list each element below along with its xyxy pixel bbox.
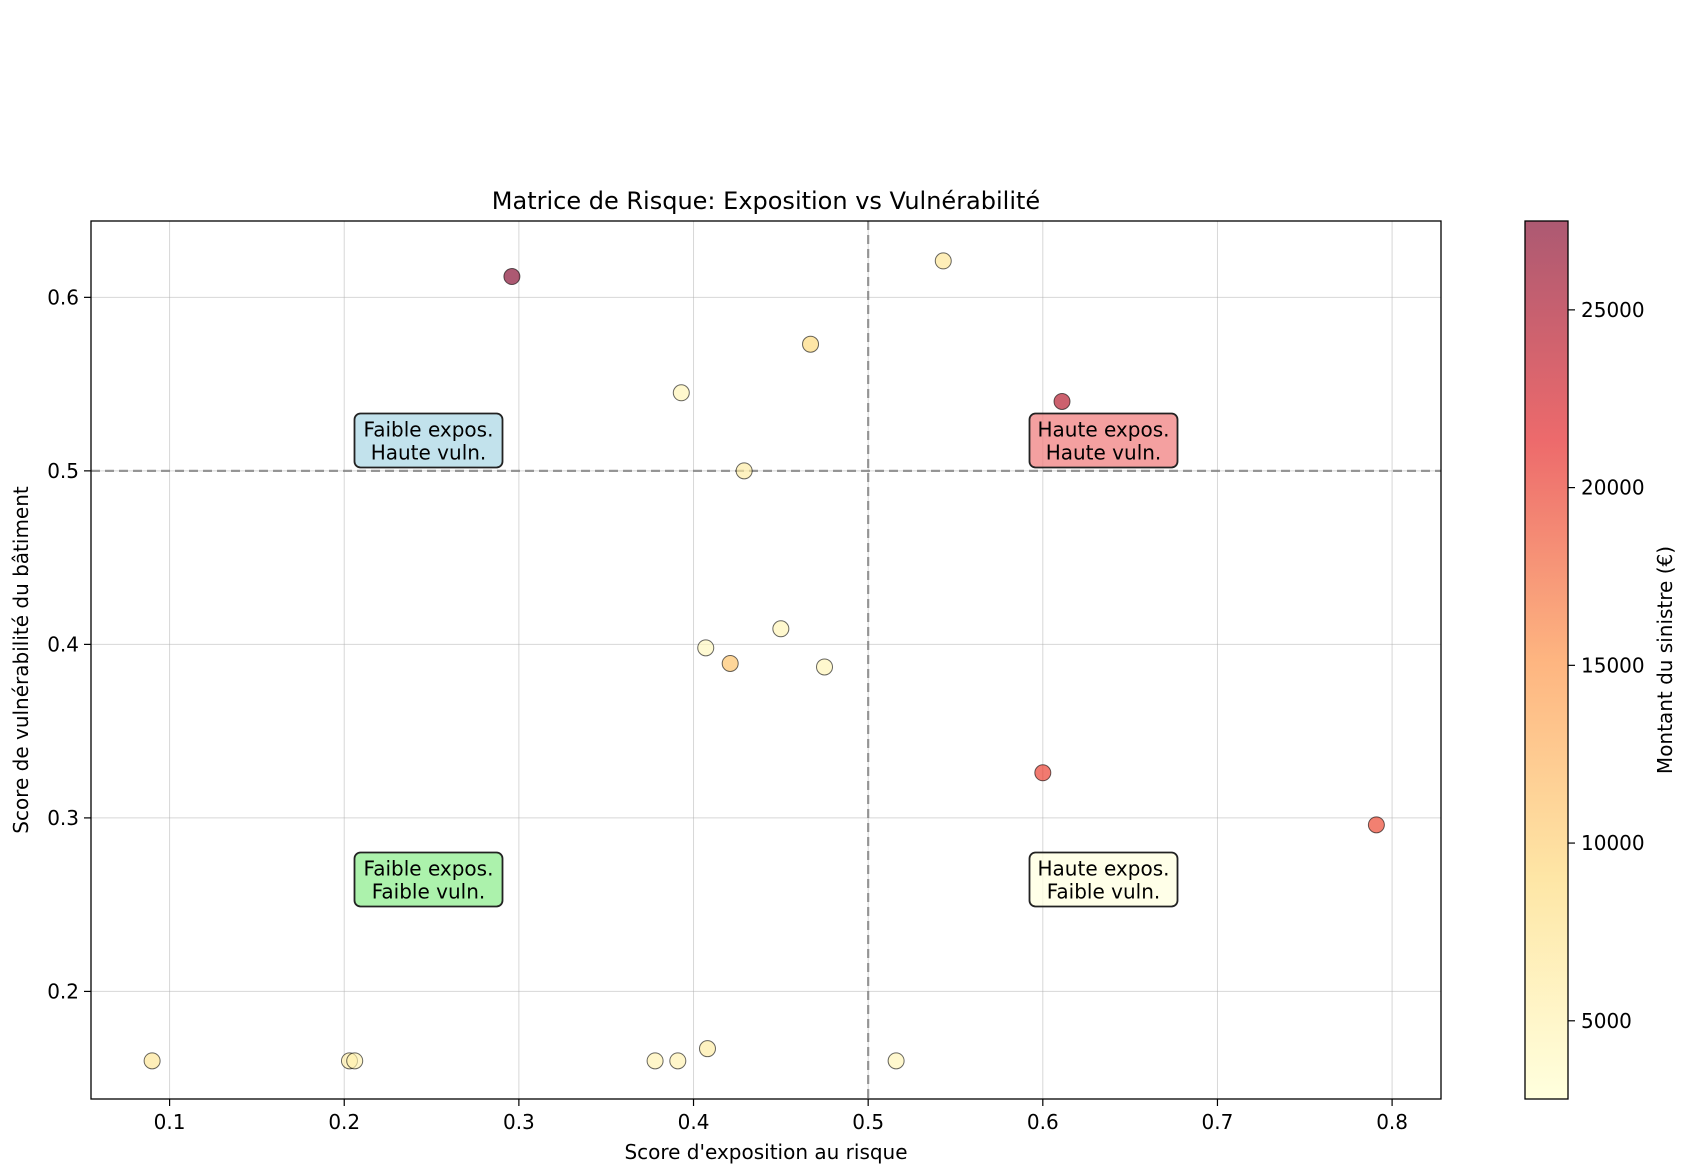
x-tick-label: 0.4 <box>678 1110 710 1134</box>
quadrant-label-box <box>353 412 504 469</box>
x-axis-label: Score d'exposition au risque <box>624 1140 907 1164</box>
quadrant-label-line2: Faible vuln. <box>372 880 486 904</box>
colorbar-label: Montant du sinistre (€) <box>1653 546 1677 774</box>
data-point <box>802 335 820 353</box>
y-axis-label: Score de vulnérabilité du bâtiment <box>9 486 33 834</box>
quadrant-label-line1: Faible expos. <box>364 418 494 442</box>
colorbar-ticks: 5000 10000 15000 20000 25000 <box>1568 298 1645 1033</box>
colorbar-tick-label: 20000 <box>1581 476 1645 500</box>
colorbar-gradient <box>1525 221 1568 1099</box>
plot-area <box>91 221 1441 1099</box>
data-point <box>887 1052 905 1070</box>
data-point <box>934 252 952 270</box>
quadrant-label-line1: Haute expos. <box>1038 418 1170 442</box>
data-point <box>816 658 834 676</box>
data-point <box>698 1040 716 1058</box>
y-axis-ticks: 0.2 0.3 0.4 0.5 0.6 <box>47 285 91 1003</box>
plot-frame <box>90 220 1442 1100</box>
y-tick-label: 0.4 <box>47 632 79 656</box>
x-tick-label: 0.1 <box>154 1110 186 1134</box>
colorbar-frame <box>1524 220 1569 1100</box>
data-point <box>721 654 739 672</box>
data-point <box>697 639 715 657</box>
data-point <box>672 384 690 402</box>
quadrant-label-line1: Faible expos. <box>364 857 494 881</box>
quadrant-label-line2: Faible vuln. <box>1047 880 1161 904</box>
x-axis-ticks: 0.1 0.2 0.3 0.4 0.5 0.6 0.7 0.8 <box>154 1099 1408 1134</box>
data-point <box>503 268 521 286</box>
data-point <box>646 1052 664 1070</box>
x-tick-label: 0.7 <box>1202 1110 1234 1134</box>
x-tick-label: 0.5 <box>852 1110 884 1134</box>
data-point <box>1367 816 1385 834</box>
quadrant-label-box <box>1028 851 1179 908</box>
y-tick-label: 0.2 <box>47 979 79 1003</box>
data-points <box>143 252 1385 1070</box>
y-tick-label: 0.3 <box>47 806 79 830</box>
data-point <box>772 620 790 638</box>
x-tick-label: 0.8 <box>1376 1110 1408 1134</box>
y-tick-label: 0.6 <box>47 285 79 309</box>
quadrant-label-line1: Haute expos. <box>1038 857 1170 881</box>
colorbar-tick-label: 5000 <box>1581 1009 1632 1033</box>
x-tick-label: 0.2 <box>328 1110 360 1134</box>
data-point <box>1034 764 1052 782</box>
colorbar-tick-label: 15000 <box>1581 653 1645 677</box>
data-point <box>1053 392 1071 410</box>
chart-title: Matrice de Risque: Exposition vs Vulnéra… <box>492 187 1040 215</box>
data-point <box>669 1052 687 1070</box>
colorbar-tick-label: 25000 <box>1581 298 1645 322</box>
data-point <box>346 1052 364 1070</box>
y-tick-label: 0.5 <box>47 459 79 483</box>
x-tick-label: 0.6 <box>1027 1110 1059 1134</box>
quadrant-label-line2: Haute vuln. <box>371 441 487 465</box>
quadrant-label-box <box>1028 412 1179 469</box>
data-point <box>735 462 753 480</box>
x-tick-label: 0.3 <box>503 1110 535 1134</box>
data-point <box>143 1052 161 1070</box>
colorbar-tick-label: 10000 <box>1581 831 1645 855</box>
quadrant-label-line2: Haute vuln. <box>1046 441 1162 465</box>
quadrant-labels: Faible expos.Haute vuln.Haute expos.Haut… <box>353 412 1179 908</box>
quadrant-label-box <box>353 851 504 908</box>
threshold-lines <box>91 221 1441 1099</box>
